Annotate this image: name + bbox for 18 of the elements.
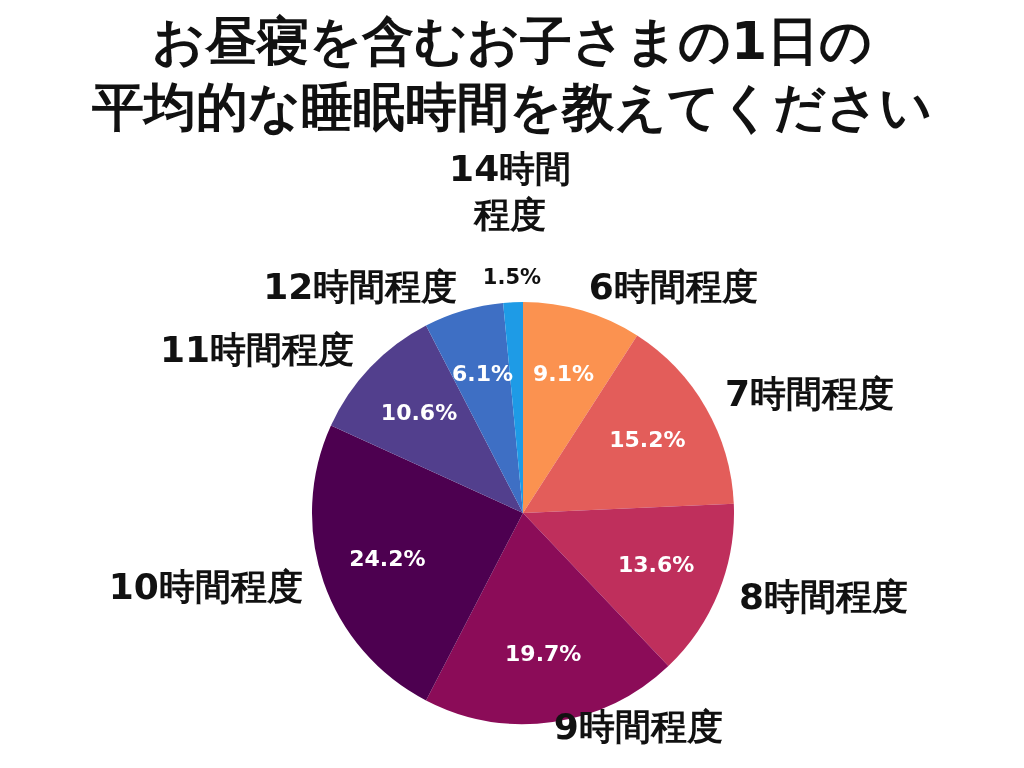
data-label: 1.5% (482, 264, 542, 289)
chart-title: お昼寝を含むお子さまの1日の (150, 10, 874, 73)
data-label: 19.7% (505, 640, 582, 666)
data-label: 6.1% (452, 361, 514, 387)
data-label: 9.1% (532, 361, 594, 387)
data-label: 15.2% (609, 427, 686, 453)
slice-label: 10時間程度 (108, 565, 303, 607)
slice-label: 9時間程度 (553, 706, 723, 748)
data-label: 13.6% (617, 552, 695, 578)
slice-label: 6時間程度 (588, 265, 758, 307)
data-label: 24.2% (349, 545, 426, 571)
slice-label: 7時間程度 (725, 373, 895, 415)
data-label: 10.6% (380, 399, 458, 425)
slice-label: 11時間程度 (160, 328, 355, 370)
chart-subtitle: 平均的な睡眠時間を教えてください (91, 76, 933, 139)
slice-label: 12時間程度 (263, 265, 458, 307)
slice-label: 14時間程度 (449, 147, 572, 235)
slice-label: 8時間程度 (739, 576, 909, 618)
